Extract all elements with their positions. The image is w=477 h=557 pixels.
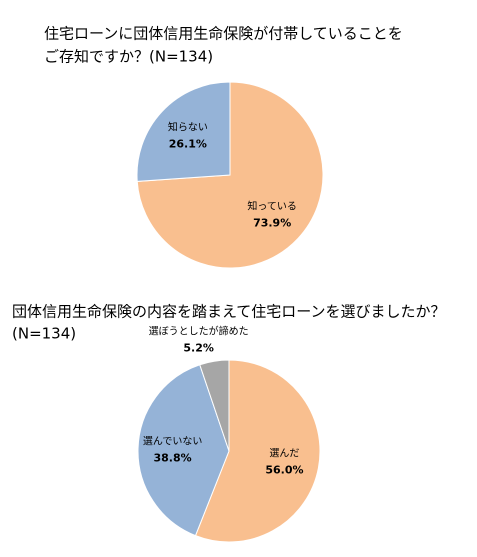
slice-value: 56.0% (265, 464, 303, 477)
slice-label: 選んでいない (143, 435, 203, 448)
pie-slice (136, 81, 231, 182)
slice-value: 73.9% (253, 216, 291, 229)
slice-label: 選ぼうとしたが諦めた (149, 325, 249, 338)
slice-value: 26.1% (169, 138, 207, 151)
slice-label: 知っている (247, 199, 297, 212)
pie-slice (194, 359, 321, 543)
slice-value: 5.2% (183, 342, 214, 355)
pie-slice (199, 359, 230, 452)
slice-value: 38.8% (154, 452, 192, 465)
pie-slice (137, 364, 230, 537)
chart-title: 住宅ローンに団体信用生命保険が付帯していることを (44, 25, 403, 43)
slice-label: 知らない (168, 121, 208, 134)
chart-title: (N=134) (12, 325, 76, 343)
chart-title: ご存知ですか？(N=134) (44, 48, 213, 66)
slice-label: 選んだ (269, 447, 299, 460)
chart-title: 団体信用生命保険の内容を踏まえて住宅ローンを選びましたか？ (12, 303, 446, 321)
